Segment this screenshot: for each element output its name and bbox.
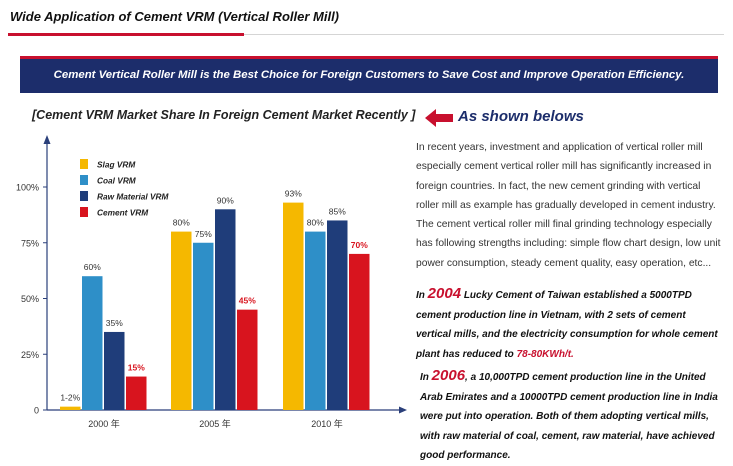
bar (104, 331, 125, 410)
bar (237, 309, 258, 410)
legend-swatch (80, 175, 88, 185)
paragraph-2006-body: , a 10,000TPD cement production line in … (420, 372, 718, 461)
legend-swatch (80, 207, 88, 217)
pointer-label: As shown belows (458, 108, 584, 125)
data-label: 90% (217, 195, 234, 205)
paragraph-2006: In 2006, a 10,000TPD cement production l… (420, 366, 720, 466)
paragraph-2004: In 2004 Lucky Cement of Taiwan establish… (416, 284, 721, 364)
data-label: 75% (195, 229, 212, 239)
data-label: 85% (329, 206, 346, 216)
left-arrow-icon (425, 109, 453, 127)
x-tick-label: 2000 年 (88, 418, 120, 429)
bar (82, 276, 103, 410)
y-tick-label: 0 (34, 406, 39, 416)
year-2004: 2004 (427, 285, 462, 302)
x-tick-label: 2010 年 (311, 418, 343, 429)
data-label: 35% (106, 318, 123, 328)
intro-paragraph: In recent years, investment and applicat… (416, 142, 721, 269)
market-share-chart: 0 25% 50% 75% 100% 2000 年 2005 年 2010 年 Slag VR… (16, 135, 407, 429)
banner: Cement Vertical Roller Mill is the Best … (20, 56, 718, 93)
chart-heading: [Cement VRM Market Share In Foreign Ceme… (32, 108, 416, 122)
data-label: 70% (351, 240, 368, 250)
year-2006: 2006 (431, 367, 466, 384)
bar (60, 406, 81, 410)
data-label: 80% (307, 218, 324, 228)
legend-swatch (80, 159, 88, 169)
bar (193, 242, 214, 410)
y-tick-label: 25% (21, 350, 39, 360)
power-consumption-value: 78-80KWh/t. (516, 348, 574, 360)
bar (215, 209, 236, 410)
legend-label: Cement VRM (97, 208, 149, 218)
y-tick-label: 100% (16, 183, 39, 193)
y-axis-arrowhead (43, 135, 51, 144)
bar (305, 231, 326, 410)
paragraph-2004-prefix: In (416, 290, 428, 301)
bar (327, 220, 348, 410)
x-tick-label: 2005 年 (199, 418, 231, 429)
y-tick-label: 75% (21, 238, 39, 248)
data-label: 93% (285, 189, 302, 199)
data-label: 60% (84, 262, 101, 272)
legend-label: Slag VRM (97, 160, 136, 170)
paragraph-2004-body: Lucky Cement of Taiwan established a 500… (416, 290, 718, 360)
bar (283, 202, 304, 410)
data-label: 15% (128, 363, 145, 373)
data-label: 45% (239, 296, 256, 306)
title-underline (8, 33, 244, 36)
data-label: 80% (173, 218, 190, 228)
legend-swatch (80, 191, 88, 201)
title-divider (244, 34, 724, 35)
bar (349, 253, 370, 410)
legend-label: Raw Material VRM (97, 192, 170, 202)
paragraph-2006-prefix: In (420, 372, 432, 383)
y-tick-label: 50% (21, 294, 39, 304)
legend-label: Coal VRM (97, 176, 137, 186)
data-label: 1-2% (60, 393, 80, 403)
page-title: Wide Application of Cement VRM (Vertical… (10, 9, 340, 24)
bar (171, 231, 192, 410)
x-axis-arrowhead (399, 406, 407, 414)
bar (126, 376, 147, 410)
chart-legend: Slag VRM Coal VRM Raw Material VRM Cement V… (80, 159, 170, 218)
chart-bars: 1-2% 60% 35% 15% 80% 75% 90% 45% 93% 80% 85% 70% (60, 189, 370, 410)
